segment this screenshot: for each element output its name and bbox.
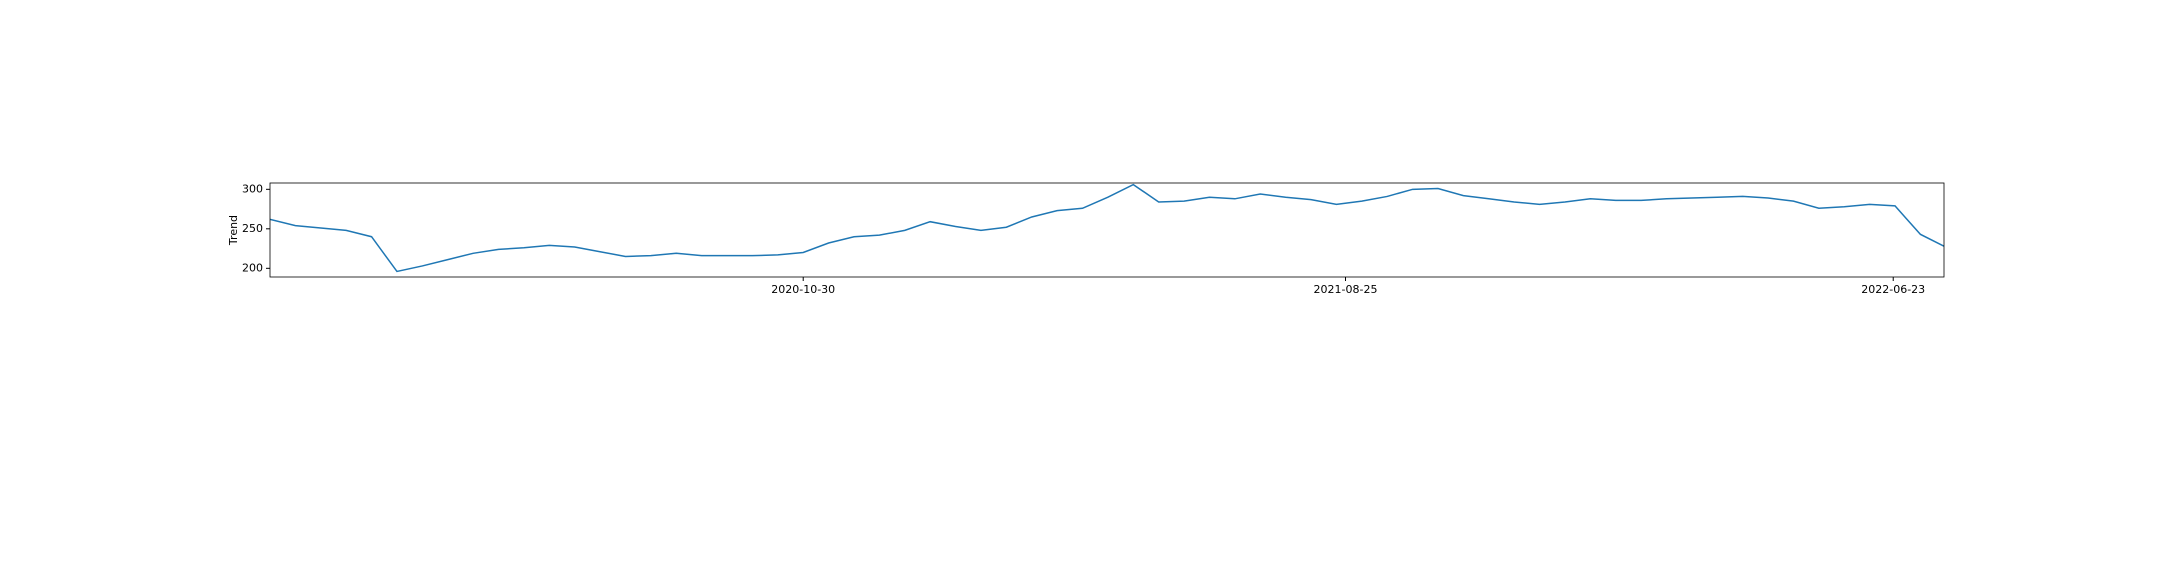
y-axis-label: Trend [227, 215, 240, 246]
x-tick-label: 2020-10-30 [771, 283, 835, 296]
y-tick-label: 200 [242, 261, 263, 274]
y-tick-label: 250 [242, 222, 263, 235]
x-tick-label: 2022-06-23 [1861, 283, 1925, 296]
x-tick-label: 2021-08-25 [1314, 283, 1378, 296]
plot-frame [269, 182, 1945, 278]
trend-line [270, 183, 1944, 273]
y-tick-label: 300 [242, 182, 263, 195]
